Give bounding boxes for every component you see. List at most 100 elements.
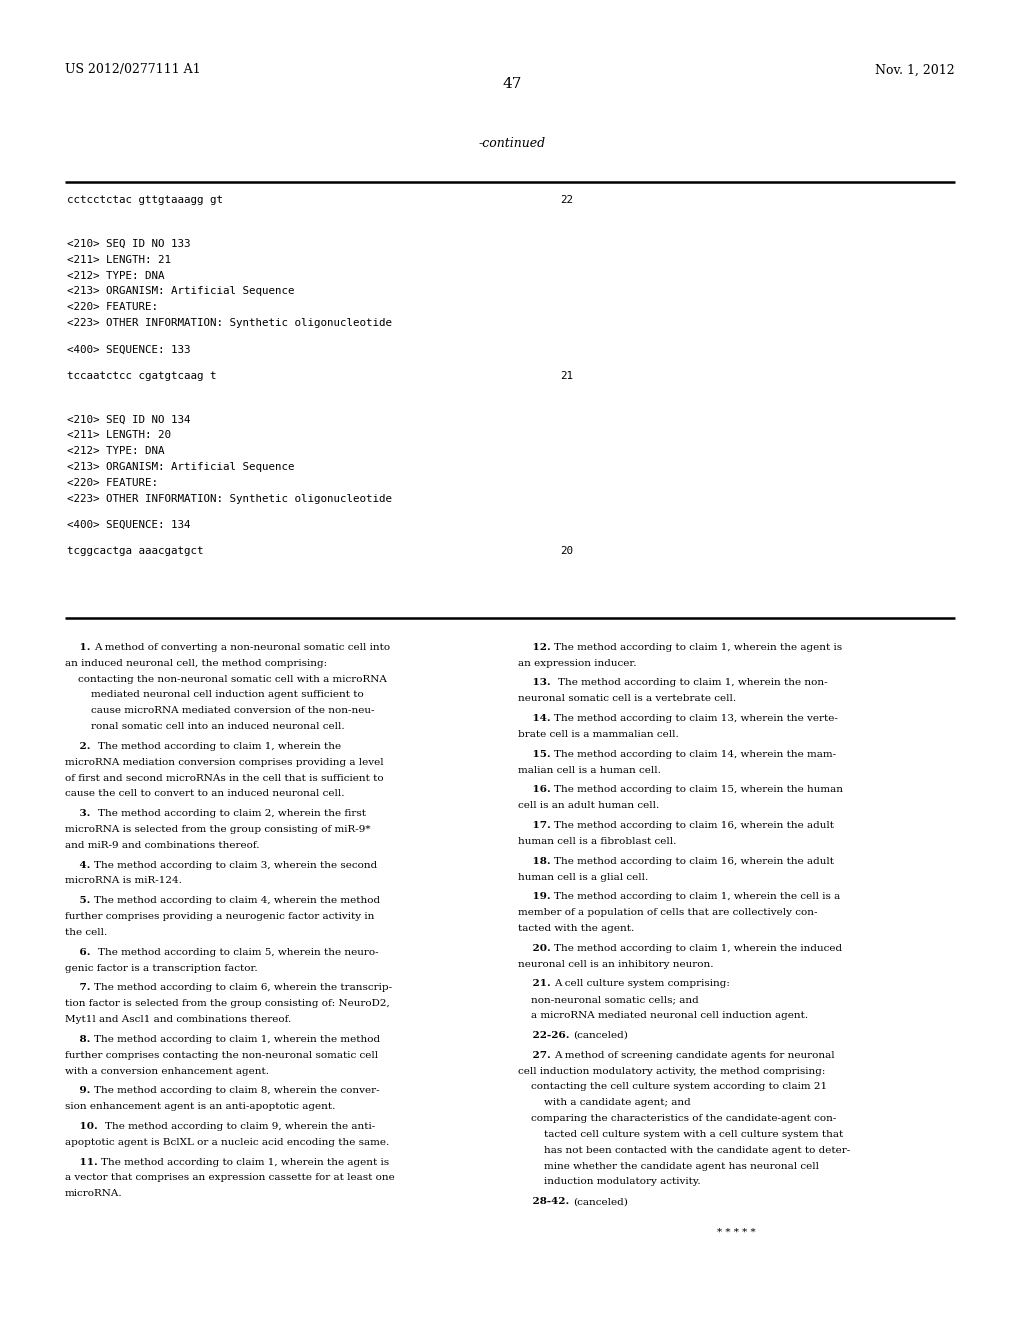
Text: mediated neuronal cell induction agent sufficient to: mediated neuronal cell induction agent s… xyxy=(65,690,364,700)
Text: 13.: 13. xyxy=(518,678,558,688)
Text: 22: 22 xyxy=(560,195,573,206)
Text: * * * * *: * * * * * xyxy=(717,1228,756,1237)
Text: <400> SEQUENCE: 134: <400> SEQUENCE: 134 xyxy=(67,520,190,531)
Text: <223> OTHER INFORMATION: Synthetic oligonucleotide: <223> OTHER INFORMATION: Synthetic oligo… xyxy=(67,318,392,329)
Text: further comprises contacting the non-neuronal somatic cell: further comprises contacting the non-neu… xyxy=(65,1051,378,1060)
Text: 3.: 3. xyxy=(65,809,97,818)
Text: tacted with the agent.: tacted with the agent. xyxy=(518,924,634,933)
Text: comparing the characteristics of the candidate-agent con-: comparing the characteristics of the can… xyxy=(518,1114,837,1123)
Text: 8.: 8. xyxy=(65,1035,94,1044)
Text: The method according to claim 9, wherein the anti-: The method according to claim 9, wherein… xyxy=(105,1122,375,1131)
Text: non-neuronal somatic cells; and: non-neuronal somatic cells; and xyxy=(518,995,698,1005)
Text: 22-26.: 22-26. xyxy=(518,1031,573,1040)
Text: The method according to claim 16, wherein the adult: The method according to claim 16, wherei… xyxy=(554,857,835,866)
Text: The method according to claim 6, wherein the transcrip-: The method according to claim 6, wherein… xyxy=(94,983,392,993)
Text: with a conversion enhancement agent.: with a conversion enhancement agent. xyxy=(65,1067,269,1076)
Text: <213> ORGANISM: Artificial Sequence: <213> ORGANISM: Artificial Sequence xyxy=(67,462,295,473)
Text: 4.: 4. xyxy=(65,861,94,870)
Text: ronal somatic cell into an induced neuronal cell.: ronal somatic cell into an induced neuro… xyxy=(65,722,345,731)
Text: cctcctctac gttgtaaagg gt: cctcctctac gttgtaaagg gt xyxy=(67,195,223,206)
Text: sion enhancement agent is an anti-apoptotic agent.: sion enhancement agent is an anti-apopto… xyxy=(65,1102,336,1111)
Text: contacting the cell culture system according to claim 21: contacting the cell culture system accor… xyxy=(518,1082,827,1092)
Text: The method according to claim 5, wherein the neuro-: The method according to claim 5, wherein… xyxy=(97,948,379,957)
Text: a vector that comprises an expression cassette for at least one: a vector that comprises an expression ca… xyxy=(65,1173,394,1183)
Text: brate cell is a mammalian cell.: brate cell is a mammalian cell. xyxy=(518,730,679,739)
Text: 5.: 5. xyxy=(65,896,94,906)
Text: tacted cell culture system with a cell culture system that: tacted cell culture system with a cell c… xyxy=(518,1130,843,1139)
Text: tcggcactga aaacgatgct: tcggcactga aaacgatgct xyxy=(67,546,204,557)
Text: 14.: 14. xyxy=(518,714,554,723)
Text: neuronal cell is an inhibitory neuron.: neuronal cell is an inhibitory neuron. xyxy=(518,960,714,969)
Text: human cell is a fibroblast cell.: human cell is a fibroblast cell. xyxy=(518,837,677,846)
Text: cell induction modulatory activity, the method comprising:: cell induction modulatory activity, the … xyxy=(518,1067,825,1076)
Text: tion factor is selected from the group consisting of: NeuroD2,: tion factor is selected from the group c… xyxy=(65,999,390,1008)
Text: 21.: 21. xyxy=(518,979,554,989)
Text: induction modulatory activity.: induction modulatory activity. xyxy=(518,1177,700,1187)
Text: <210> SEQ ID NO 134: <210> SEQ ID NO 134 xyxy=(67,414,190,425)
Text: 20: 20 xyxy=(560,546,573,557)
Text: 7.: 7. xyxy=(65,983,94,993)
Text: The method according to claim 4, wherein the method: The method according to claim 4, wherein… xyxy=(94,896,380,906)
Text: The method according to claim 16, wherein the adult: The method according to claim 16, wherei… xyxy=(554,821,835,830)
Text: (canceled): (canceled) xyxy=(573,1031,628,1040)
Text: with a candidate agent; and: with a candidate agent; and xyxy=(518,1098,691,1107)
Text: 28-42.: 28-42. xyxy=(518,1197,572,1206)
Text: <213> ORGANISM: Artificial Sequence: <213> ORGANISM: Artificial Sequence xyxy=(67,286,295,297)
Text: <220> FEATURE:: <220> FEATURE: xyxy=(67,478,158,488)
Text: Nov. 1, 2012: Nov. 1, 2012 xyxy=(876,63,955,77)
Text: <211> LENGTH: 21: <211> LENGTH: 21 xyxy=(67,255,171,265)
Text: member of a population of cells that are collectively con-: member of a population of cells that are… xyxy=(518,908,817,917)
Text: The method according to claim 2, wherein the first: The method according to claim 2, wherein… xyxy=(97,809,366,818)
Text: tccaatctcc cgatgtcaag t: tccaatctcc cgatgtcaag t xyxy=(67,371,216,381)
Text: microRNA.: microRNA. xyxy=(65,1189,123,1199)
Text: 20.: 20. xyxy=(518,944,554,953)
Text: 21: 21 xyxy=(560,371,573,381)
Text: a microRNA mediated neuronal cell induction agent.: a microRNA mediated neuronal cell induct… xyxy=(518,1011,808,1020)
Text: 27.: 27. xyxy=(518,1051,554,1060)
Text: has not been contacted with the candidate agent to deter-: has not been contacted with the candidat… xyxy=(518,1146,850,1155)
Text: The method according to claim 1, wherein the method: The method according to claim 1, wherein… xyxy=(94,1035,380,1044)
Text: 47: 47 xyxy=(503,77,521,91)
Text: microRNA is miR-124.: microRNA is miR-124. xyxy=(65,876,182,886)
Text: 6.: 6. xyxy=(65,948,97,957)
Text: further comprises providing a neurogenic factor activity in: further comprises providing a neurogenic… xyxy=(65,912,375,921)
Text: microRNA mediation conversion comprises providing a level: microRNA mediation conversion comprises … xyxy=(65,758,384,767)
Text: US 2012/0277111 A1: US 2012/0277111 A1 xyxy=(65,63,201,77)
Text: The method according to claim 1, wherein the cell is a: The method according to claim 1, wherein… xyxy=(554,892,841,902)
Text: <223> OTHER INFORMATION: Synthetic oligonucleotide: <223> OTHER INFORMATION: Synthetic oligo… xyxy=(67,494,392,504)
Text: The method according to claim 14, wherein the mam-: The method according to claim 14, wherei… xyxy=(554,750,837,759)
Text: The method according to claim 8, wherein the conver-: The method according to claim 8, wherein… xyxy=(94,1086,380,1096)
Text: of first and second microRNAs in the cell that is sufficient to: of first and second microRNAs in the cel… xyxy=(65,774,384,783)
Text: A cell culture system comprising:: A cell culture system comprising: xyxy=(554,979,730,989)
Text: The method according to claim 15, wherein the human: The method according to claim 15, wherei… xyxy=(554,785,844,795)
Text: The method according to claim 1, wherein the induced: The method according to claim 1, wherein… xyxy=(554,944,843,953)
Text: <212> TYPE: DNA: <212> TYPE: DNA xyxy=(67,271,165,281)
Text: cell is an adult human cell.: cell is an adult human cell. xyxy=(518,801,659,810)
Text: <400> SEQUENCE: 133: <400> SEQUENCE: 133 xyxy=(67,345,190,355)
Text: The method according to claim 1, wherein the agent is: The method according to claim 1, wherein… xyxy=(101,1158,389,1167)
Text: -continued: -continued xyxy=(478,137,546,150)
Text: cause the cell to convert to an induced neuronal cell.: cause the cell to convert to an induced … xyxy=(65,789,344,799)
Text: <220> FEATURE:: <220> FEATURE: xyxy=(67,302,158,313)
Text: The method according to claim 13, wherein the verte-: The method according to claim 13, wherei… xyxy=(554,714,838,723)
Text: cause microRNA mediated conversion of the non-neu-: cause microRNA mediated conversion of th… xyxy=(65,706,375,715)
Text: apoptotic agent is BclXL or a nucleic acid encoding the same.: apoptotic agent is BclXL or a nucleic ac… xyxy=(65,1138,389,1147)
Text: 9.: 9. xyxy=(65,1086,94,1096)
Text: malian cell is a human cell.: malian cell is a human cell. xyxy=(518,766,660,775)
Text: 18.: 18. xyxy=(518,857,554,866)
Text: <212> TYPE: DNA: <212> TYPE: DNA xyxy=(67,446,165,457)
Text: <210> SEQ ID NO 133: <210> SEQ ID NO 133 xyxy=(67,239,190,249)
Text: contacting the non-neuronal somatic cell with a microRNA: contacting the non-neuronal somatic cell… xyxy=(65,675,387,684)
Text: The method according to claim 1, wherein the: The method according to claim 1, wherein… xyxy=(97,742,341,751)
Text: 11.: 11. xyxy=(65,1158,101,1167)
Text: 12.: 12. xyxy=(518,643,554,652)
Text: 19.: 19. xyxy=(518,892,554,902)
Text: <211> LENGTH: 20: <211> LENGTH: 20 xyxy=(67,430,171,441)
Text: 15.: 15. xyxy=(518,750,554,759)
Text: 17.: 17. xyxy=(518,821,554,830)
Text: and miR-9 and combinations thereof.: and miR-9 and combinations thereof. xyxy=(65,841,259,850)
Text: neuronal somatic cell is a vertebrate cell.: neuronal somatic cell is a vertebrate ce… xyxy=(518,694,736,704)
Text: microRNA is selected from the group consisting of miR-9*: microRNA is selected from the group cons… xyxy=(65,825,371,834)
Text: A method of converting a non-neuronal somatic cell into: A method of converting a non-neuronal so… xyxy=(94,643,390,652)
Text: 1.: 1. xyxy=(65,643,94,652)
